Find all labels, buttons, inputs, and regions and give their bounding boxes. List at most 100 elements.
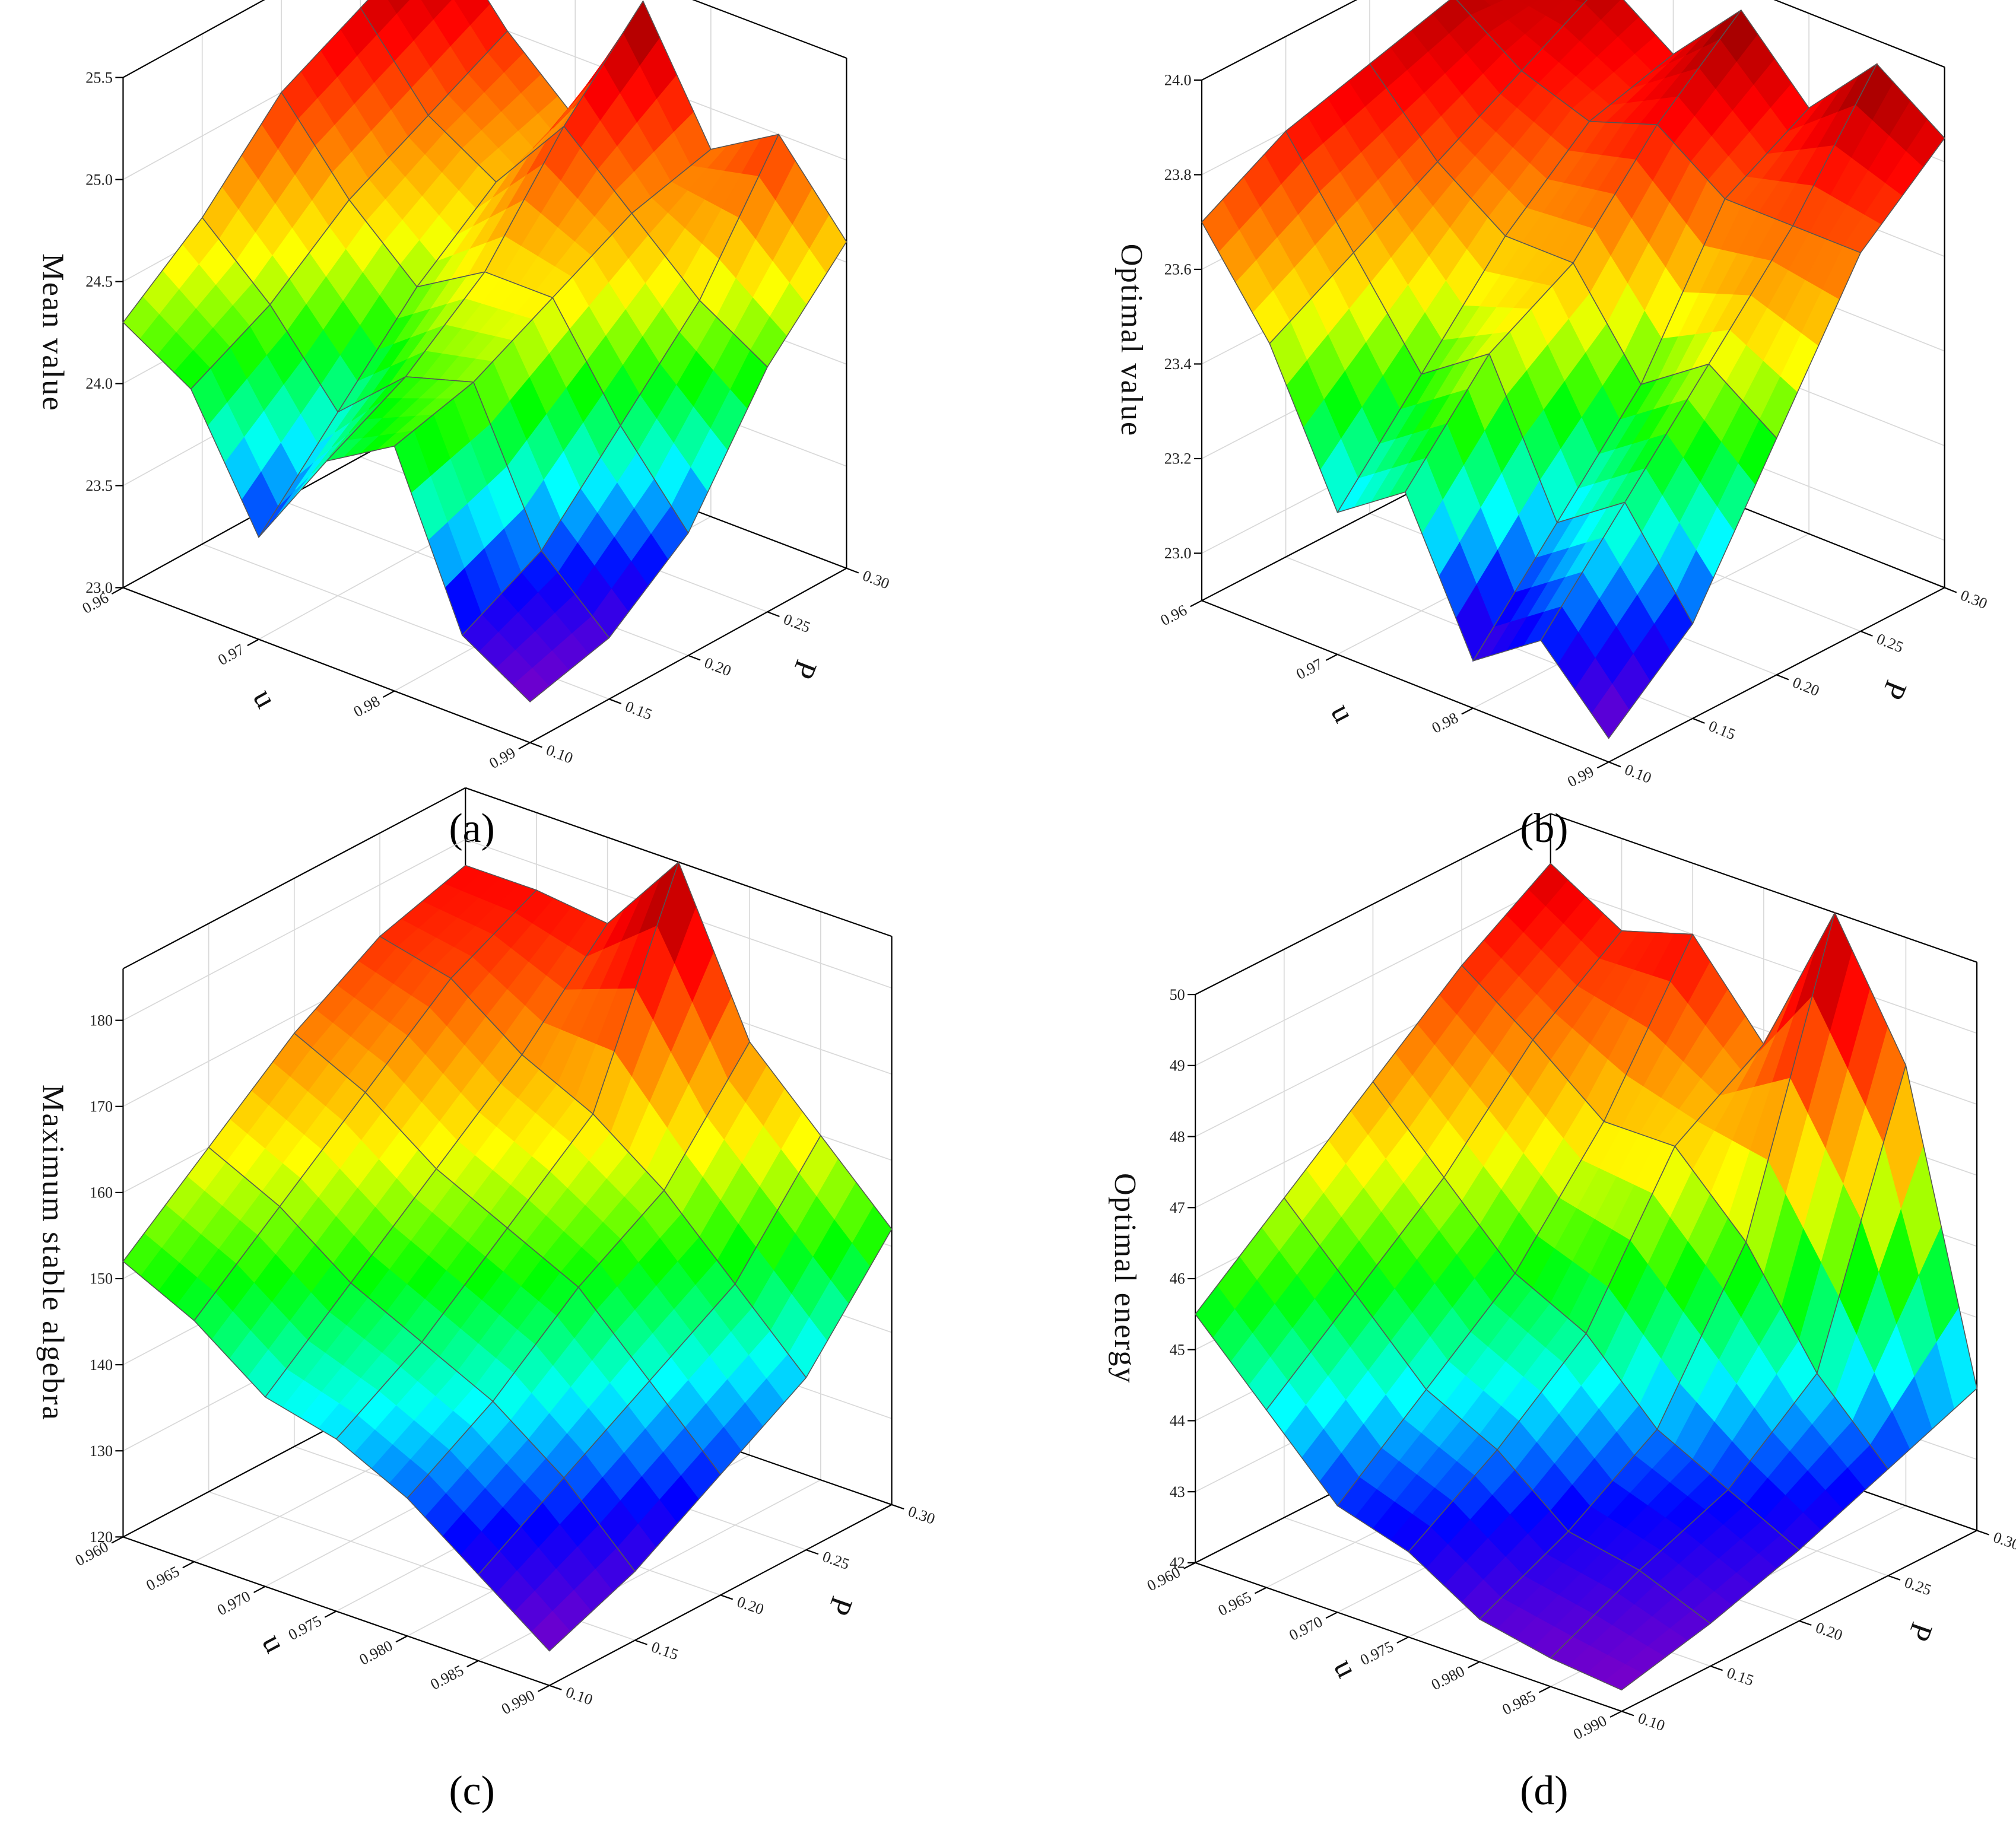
mesh-cell <box>1550 1569 1711 1691</box>
y-tick-label: 0.30 <box>1958 586 1990 612</box>
z-tick-label: 48 <box>1170 1128 1185 1145</box>
surface-patch <box>1583 0 1622 21</box>
axis-edge <box>692 0 847 59</box>
tick-mark <box>111 587 123 595</box>
surface-patch <box>1529 0 1566 17</box>
axis-edge <box>1201 600 1609 763</box>
y-tick-label: 0.25 <box>781 611 812 636</box>
tick-mark <box>634 1639 647 1645</box>
x-tick-label: 0.97 <box>215 641 247 669</box>
tick-mark <box>111 1536 123 1544</box>
tick-mark <box>1888 1575 1901 1581</box>
tick-mark <box>182 1561 195 1569</box>
tick-mark <box>1461 707 1474 715</box>
x-tick-label: 0.985 <box>427 1662 466 1693</box>
tick-mark <box>767 611 780 618</box>
z-tick-label: 24.0 <box>85 375 113 392</box>
tick-mark <box>1609 1711 1622 1718</box>
z-tick-label: 44 <box>1170 1412 1185 1429</box>
y-axis-label: P <box>1901 1618 1939 1647</box>
grid-line <box>1550 884 1977 1034</box>
z-tick-label: 49 <box>1170 1057 1185 1075</box>
y-tick-label: 0.10 <box>564 1683 595 1708</box>
axis-edge <box>1550 813 1977 963</box>
y-tick-label: 0.30 <box>1991 1528 2016 1553</box>
z-tick-label: 140 <box>90 1356 113 1374</box>
tick-mark <box>720 1594 734 1600</box>
z-tick-label: 180 <box>90 1012 113 1029</box>
y-tick-label: 0.15 <box>649 1638 681 1663</box>
surface-patch <box>1574 0 1588 4</box>
z-tick-label: 120 <box>90 1528 113 1546</box>
x-tick-label: 0.970 <box>1287 1613 1326 1644</box>
x-tick-label: 0.99 <box>486 744 518 772</box>
y-tick-label: 0.15 <box>623 698 655 723</box>
z-tick-label: 43 <box>1170 1483 1185 1501</box>
tick-mark <box>1538 1686 1551 1693</box>
y-tick-label: 0.25 <box>1874 630 1906 656</box>
z-axis-label: Mean value <box>36 253 70 412</box>
x-tick-label: 0.985 <box>1500 1687 1539 1718</box>
surface-patch <box>421 0 453 20</box>
y-axis-label: P <box>1875 676 1913 705</box>
z-tick-label: 130 <box>90 1442 113 1460</box>
axis-edge <box>549 1504 893 1686</box>
tick-mark <box>253 1585 266 1593</box>
y-axis-label: P <box>785 655 823 685</box>
tick-mark <box>1608 761 1621 768</box>
y-tick-label: 0.10 <box>544 741 575 767</box>
x-tick-label: 0.96 <box>1158 602 1190 630</box>
z-tick-label: 160 <box>90 1184 113 1202</box>
z-tick-label: 170 <box>90 1098 113 1115</box>
tick-mark <box>529 742 542 748</box>
z-tick-label: 150 <box>90 1270 113 1288</box>
z-tick-label: 25.5 <box>85 69 113 86</box>
z-tick-label: 23.8 <box>1164 166 1192 183</box>
axis-edge <box>1195 1562 1622 1712</box>
x-tick-label: 0.98 <box>351 692 383 720</box>
tick-mark <box>324 1610 337 1618</box>
x-tick-label: 0.980 <box>1428 1663 1468 1693</box>
tick-mark <box>395 1635 408 1643</box>
tick-mark <box>1692 717 1705 724</box>
y-tick-label: 0.20 <box>1790 673 1822 700</box>
axis-edge <box>122 787 466 970</box>
z-tick-label: 23.2 <box>1164 450 1192 468</box>
y-tick-label: 0.20 <box>1814 1619 1845 1644</box>
tick-mark <box>537 1684 550 1692</box>
axis-edge <box>123 587 531 743</box>
x-tick-label: 0.990 <box>1570 1712 1609 1743</box>
z-axis-label: Maximum stable algebra <box>36 1085 70 1421</box>
z-tick-label: 46 <box>1170 1270 1185 1288</box>
tick-mark <box>1799 1620 1812 1626</box>
z-tick-label: 25.0 <box>85 171 113 188</box>
x-axis-label: u <box>1324 698 1363 729</box>
z-tick-label: 24.0 <box>1164 72 1192 89</box>
tick-mark <box>891 1504 904 1510</box>
panel-caption: (b) <box>1520 806 1568 851</box>
axis-edge <box>122 0 265 78</box>
y-tick-label: 0.25 <box>1902 1574 1934 1598</box>
surface-patch <box>388 0 411 15</box>
tick-mark <box>1254 1587 1267 1594</box>
axis-edge <box>529 567 847 743</box>
tick-mark <box>1468 1661 1480 1668</box>
mesh-cell <box>478 1477 636 1652</box>
x-tick-label: 0.98 <box>1429 709 1461 737</box>
y-tick-label: 0.30 <box>906 1502 938 1527</box>
x-tick-label: 0.970 <box>214 1587 253 1619</box>
tick-mark <box>1621 1711 1634 1717</box>
z-tick-label: 47 <box>1170 1199 1185 1216</box>
tick-mark <box>1710 1665 1723 1671</box>
z-tick-label: 50 <box>1170 986 1185 1003</box>
z-axis-label: Optimal energy <box>1108 1173 1142 1384</box>
y-tick-label: 0.10 <box>1636 1709 1667 1734</box>
tick-mark <box>1776 674 1789 681</box>
axis-edge <box>123 1536 550 1686</box>
tick-mark <box>1976 1530 1989 1536</box>
tick-mark <box>1860 630 1873 637</box>
x-tick-label: 0.990 <box>499 1686 537 1718</box>
axis-edge <box>1621 1530 1977 1712</box>
x-tick-label: 0.980 <box>357 1637 395 1668</box>
